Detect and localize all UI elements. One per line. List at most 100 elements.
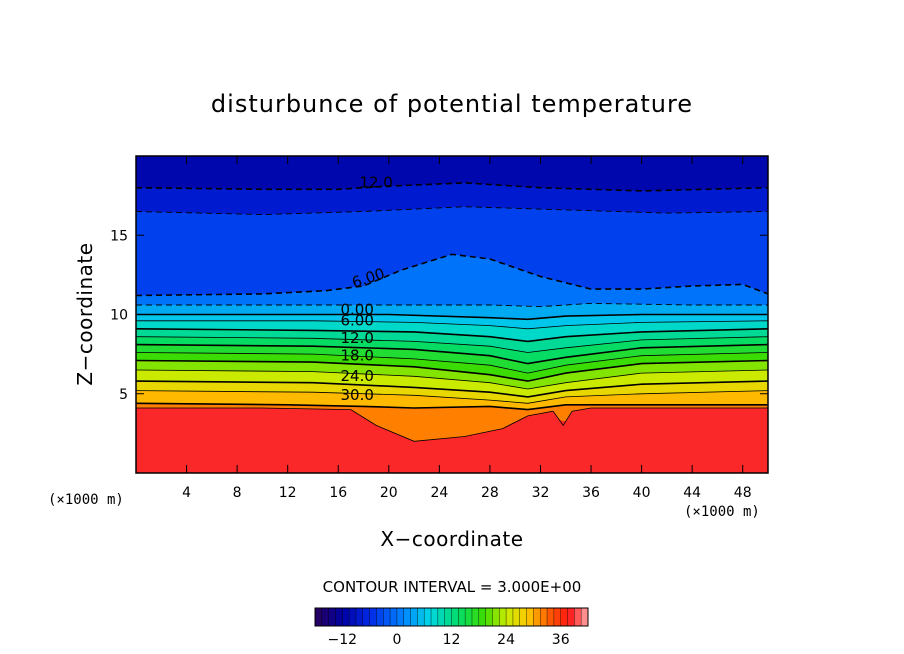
dashed-contour-line xyxy=(135,253,769,297)
colorbar-cell xyxy=(526,608,534,626)
x-tick-label: 24 xyxy=(430,485,448,501)
x-tick-label: 44 xyxy=(683,485,701,501)
colorbar-cell xyxy=(403,608,411,626)
solid-contour-line xyxy=(135,390,769,404)
y-tick-label: 10 xyxy=(110,308,128,324)
y-tick-label: 5 xyxy=(119,387,128,403)
dashed-contour-line xyxy=(135,182,769,192)
colorbar-tick-label: −12 xyxy=(328,632,358,648)
x-axis-ticks: 4 8 12 16 20 24 28 32 36 40 44 48 xyxy=(182,156,752,501)
colorbar-cell xyxy=(369,608,377,626)
colorbar-cell xyxy=(581,608,589,626)
solid-contour-line xyxy=(135,336,769,353)
colorbar-ticks: −12 0 12 24 36 xyxy=(328,632,570,648)
x-unit-label-left: (×1000 m) xyxy=(48,492,124,508)
colorbar-cell xyxy=(383,608,391,626)
colorbar-tick-label: 24 xyxy=(497,632,515,648)
contour-label: 30.0 xyxy=(340,386,373,404)
colorbar-cell xyxy=(444,608,452,626)
colorbar-cell xyxy=(328,608,336,626)
colorbar-cell xyxy=(540,608,548,626)
colorbar-cell xyxy=(410,608,418,626)
colorbar-cell xyxy=(451,608,459,626)
colorbar-cell xyxy=(533,608,541,626)
colorbar-cell xyxy=(471,608,480,626)
colorbar-cell xyxy=(376,608,384,626)
x-tick-label: 36 xyxy=(582,485,600,501)
colorbar-cell xyxy=(574,608,582,626)
colorbar-cell xyxy=(342,608,350,626)
colorbar-cell xyxy=(553,608,562,626)
x-tick-label: 28 xyxy=(481,485,499,501)
solid-contour-line xyxy=(135,359,769,382)
colorbar-cell xyxy=(478,608,487,626)
x-unit-label-right: (×1000 m) xyxy=(684,504,760,520)
colorbar-cell xyxy=(512,608,521,626)
x-tick-label: 20 xyxy=(380,485,398,501)
contour-interval-text: CONTOUR INTERVAL = 3.000E+00 xyxy=(323,578,582,596)
colorbar-cell xyxy=(335,608,343,626)
colorbar-cell xyxy=(355,608,364,626)
y-tick-label: 15 xyxy=(110,228,128,244)
x-tick-label: 12 xyxy=(279,485,297,501)
colorbar-cell xyxy=(315,608,323,626)
x-tick-label: 48 xyxy=(734,485,752,501)
color-field xyxy=(136,156,768,473)
contour-label: 6.00 xyxy=(340,312,373,330)
colorbar xyxy=(314,607,589,627)
colorbar-cell xyxy=(437,608,446,626)
colorbar-cell xyxy=(485,608,493,626)
colorbar-tick-label: 12 xyxy=(443,632,461,648)
x-axis-label: X−coordinate xyxy=(380,527,523,551)
colorbar-cell xyxy=(362,608,370,626)
solid-contour-line xyxy=(136,313,768,321)
colorbar-cell xyxy=(396,608,405,626)
x-tick-label: 16 xyxy=(329,485,347,501)
chart-title: disturbunce of potential temperature xyxy=(211,90,693,118)
solid-contour-line xyxy=(135,369,769,390)
y-axis-label: Z−coordinate xyxy=(73,242,97,385)
x-tick-label: 4 xyxy=(182,485,191,501)
solid-contour-line xyxy=(135,402,768,411)
x-tick-label: 32 xyxy=(532,485,550,501)
y-axis-ticks: 5 10 15 xyxy=(110,228,768,403)
solid-contour-line xyxy=(135,328,769,343)
solid-contour-line xyxy=(136,320,769,330)
color-band-bottom xyxy=(136,408,768,473)
colorbar-cell xyxy=(519,608,527,626)
colorbar-cell xyxy=(390,608,398,626)
colorbar-cell xyxy=(321,608,330,626)
dashed-contours xyxy=(135,182,769,308)
colorbar-cell xyxy=(424,608,432,626)
colorbar-cell xyxy=(458,608,466,626)
solid-contours xyxy=(135,313,769,442)
colorbar-tick-label: 0 xyxy=(392,632,401,648)
contour-label: 18.0 xyxy=(340,346,373,364)
colorbar-cell xyxy=(547,608,555,626)
contour-label: 12.0 xyxy=(359,174,392,192)
contour-label: 24.0 xyxy=(340,367,373,385)
solid-contour-line xyxy=(135,343,769,365)
contour-label: 0.00 xyxy=(340,301,373,319)
colorbar-frame xyxy=(314,607,589,627)
colorbar-cell xyxy=(417,608,425,626)
dashed-contour-line xyxy=(135,206,769,216)
colorbar-tick-label: 36 xyxy=(552,632,570,648)
x-tick-label: 8 xyxy=(233,485,242,501)
colorbar-cell xyxy=(560,608,568,626)
colorbar-cell xyxy=(499,608,507,626)
colorbar-cell xyxy=(567,608,575,626)
solid-contour-line xyxy=(135,380,769,398)
solid-contour-line xyxy=(136,407,768,442)
colorbar-cell xyxy=(431,608,439,626)
colorbar-cell xyxy=(492,608,500,626)
colorbar-cell xyxy=(465,608,473,626)
colorbar-cell xyxy=(506,608,514,626)
contour-label: 12.0 xyxy=(340,329,373,347)
x-tick-label: 40 xyxy=(633,485,651,501)
colorbar-cell xyxy=(349,608,357,626)
solid-contour-line xyxy=(135,352,769,374)
